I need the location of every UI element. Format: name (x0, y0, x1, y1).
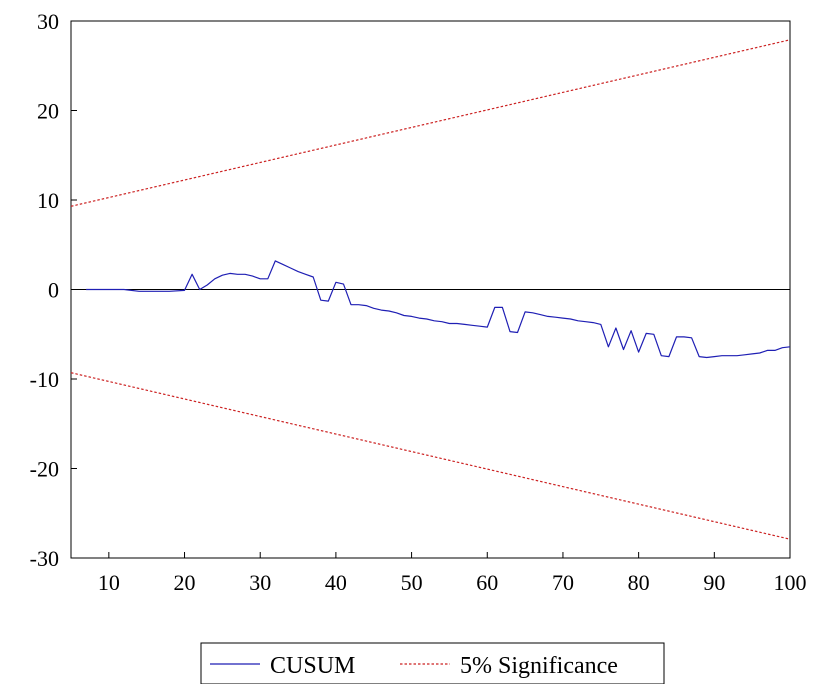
legend: CUSUM 5% Significance (200, 642, 665, 684)
lower-significance-line (70, 372, 791, 540)
series-layer (70, 39, 791, 540)
legend-label-cusum: CUSUM (270, 653, 355, 679)
x-tick-label: 80 (628, 570, 650, 595)
x-tick-label: 20 (174, 570, 196, 595)
y-tick-label: 30 (37, 9, 59, 34)
y-tick-label: -10 (30, 367, 59, 392)
y-tick-label: 0 (48, 278, 59, 303)
y-tick-label: 10 (37, 188, 59, 213)
x-tick-label: 70 (552, 570, 574, 595)
x-tick-label: 90 (703, 570, 725, 595)
x-tick-label: 60 (476, 570, 498, 595)
legend-label-significance: 5% Significance (460, 653, 618, 679)
x-tick-label: 50 (401, 570, 423, 595)
y-tick-label: 20 (37, 99, 59, 124)
y-tick-label: -30 (30, 546, 59, 571)
x-tick-label: 10 (98, 570, 120, 595)
x-tick-label: 100 (774, 570, 807, 595)
cusum-line (86, 260, 791, 359)
y-tick-label: -20 (30, 457, 59, 482)
upper-significance-line (70, 39, 791, 207)
x-tick-label: 40 (325, 570, 347, 595)
x-tick-label: 30 (249, 570, 271, 595)
